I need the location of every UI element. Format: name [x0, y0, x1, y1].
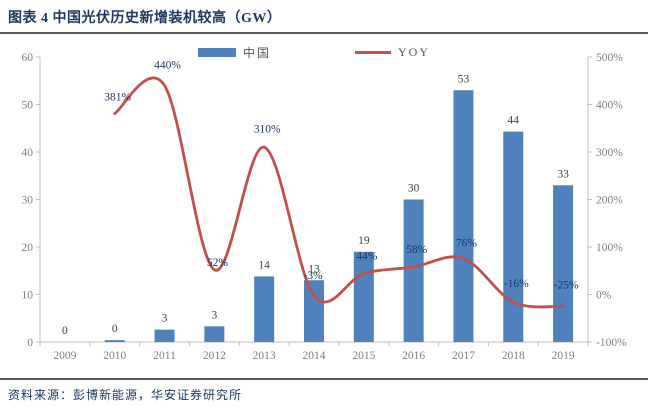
- chart-title: 图表 4 中国光伏历史新增装机较高（GW）: [8, 11, 282, 26]
- bar-value-label: 14: [258, 259, 270, 271]
- bar-value-label: 33: [557, 168, 569, 180]
- bar-2017: [453, 90, 474, 342]
- bar-2014: [304, 280, 324, 342]
- left-axis-tick: 10: [22, 290, 34, 302]
- x-axis-label: 2010: [103, 350, 126, 362]
- legend-label-yoy: YOY: [398, 45, 431, 59]
- legend-item-china: 中国: [198, 44, 271, 61]
- x-axis-label: 2014: [303, 350, 326, 362]
- bar-2018: [503, 131, 524, 342]
- x-axis-label: 2012: [203, 350, 226, 362]
- bar-value-label: 13: [308, 263, 320, 275]
- left-axis-tick: 20: [22, 242, 34, 254]
- line-series-swatch: [355, 51, 392, 54]
- right-axis-tick: 500%: [596, 52, 623, 64]
- bar-2015: [353, 251, 374, 342]
- left-axis-tick: 40: [22, 147, 34, 159]
- yoy-value-label: -3%: [303, 270, 323, 282]
- right-axis-tick: 300%: [596, 147, 623, 159]
- bar-value-label: 30: [408, 183, 420, 195]
- x-axis-label: 2017: [452, 350, 475, 362]
- bar-value-label: 0: [62, 325, 68, 337]
- yoy-value-label: -16%: [504, 278, 529, 290]
- bar-value-label: 3: [211, 309, 217, 321]
- yoy-value-label: 58%: [406, 244, 428, 256]
- x-axis-label: 2015: [352, 350, 375, 362]
- x-axis-label: 2019: [552, 350, 575, 362]
- figure-footer: 资料来源：彭博新能源，华安证券研究所: [0, 378, 648, 404]
- chart-canvas: 0102030405060-100%0%100%200%300%400%500%…: [22, 52, 628, 362]
- yoy-value-label: 44%: [356, 251, 378, 263]
- left-axis-tick: 30: [22, 195, 34, 207]
- yoy-value-label: -25%: [554, 279, 579, 291]
- right-axis-tick: 200%: [596, 195, 623, 207]
- left-axis-tick: 0: [27, 337, 33, 349]
- x-axis-label: 2011: [153, 350, 176, 362]
- bar-value-label: 53: [458, 73, 470, 85]
- x-axis-label: 2009: [53, 350, 76, 362]
- yoy-value-label: 440%: [154, 60, 181, 72]
- bar-2011: [154, 329, 175, 342]
- legend-item-yoy: YOY: [355, 45, 430, 60]
- left-axis-tick: 50: [22, 100, 34, 112]
- x-axis-label: 2013: [253, 350, 276, 362]
- bar-value-label: 0: [112, 323, 118, 335]
- bar-2012: [204, 326, 225, 342]
- x-axis-label: 2018: [502, 350, 525, 362]
- bar-series-swatch: [198, 48, 236, 57]
- right-axis-tick: 400%: [596, 100, 623, 112]
- bar-2016: [403, 199, 424, 342]
- bar-2010: [104, 340, 125, 342]
- right-axis-tick: 0%: [596, 290, 612, 302]
- yoy-value-label: 76%: [456, 237, 478, 249]
- bar-2013: [254, 276, 275, 342]
- x-axis-label: 2016: [402, 350, 425, 362]
- legend-label-china: 中国: [243, 46, 272, 60]
- bar-value-label: 44: [508, 115, 520, 127]
- bar-value-label: 3: [162, 313, 168, 325]
- yoy-value-label: 310%: [254, 123, 281, 135]
- source-note: 资料来源：彭博新能源，华安证券研究所: [8, 388, 243, 402]
- chart-legend: 中国 YOY: [198, 44, 430, 61]
- right-axis-tick: -100%: [596, 337, 627, 349]
- left-axis-tick: 60: [22, 52, 34, 64]
- yoy-curve: [113, 76, 565, 309]
- yoy-value-label: 52%: [207, 257, 229, 269]
- bar-2019: [553, 185, 574, 342]
- right-axis-tick: 100%: [596, 242, 623, 254]
- figure-header: 图表 4 中国光伏历史新增装机较高（GW）: [0, 0, 648, 34]
- bar-value-label: 19: [358, 235, 370, 247]
- yoy-value-label: 381%: [104, 92, 131, 104]
